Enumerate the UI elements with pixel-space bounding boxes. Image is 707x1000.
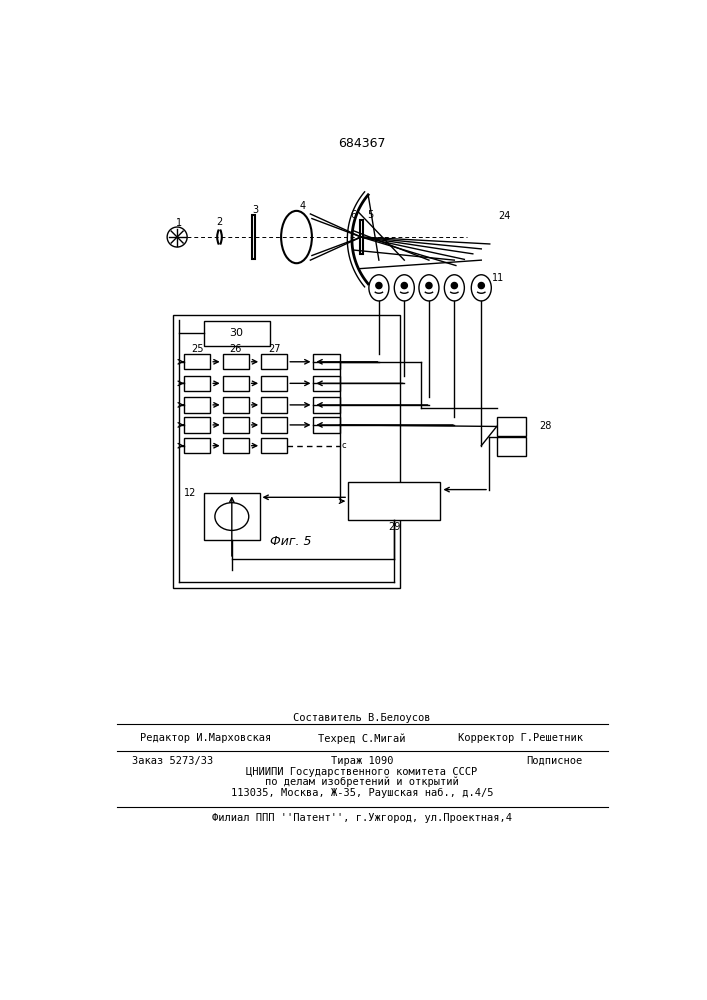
Bar (223, 417, 249, 433)
Bar (313, 354, 339, 369)
Text: 25: 25 (191, 344, 204, 354)
Bar (223, 397, 249, 413)
Bar (173, 315, 400, 588)
Text: 684367: 684367 (338, 137, 386, 150)
Text: 27: 27 (268, 344, 281, 354)
Circle shape (402, 282, 407, 289)
Bar (313, 376, 339, 391)
Bar (348, 482, 440, 520)
Bar (252, 215, 255, 259)
Text: Тираж 1090: Тираж 1090 (331, 756, 393, 766)
Text: 4: 4 (300, 201, 305, 211)
Bar (184, 438, 210, 453)
Bar (223, 438, 249, 453)
Text: по делам изобретений и открытий: по делам изобретений и открытий (265, 777, 459, 787)
Text: Подписное: Подписное (527, 756, 583, 766)
Text: Заказ 5273/33: Заказ 5273/33 (132, 756, 214, 766)
Bar (223, 376, 249, 391)
Bar (261, 438, 287, 453)
Text: 28: 28 (539, 421, 551, 431)
Text: 30: 30 (230, 328, 243, 338)
Bar (497, 437, 526, 456)
Bar (261, 397, 287, 413)
Bar (204, 493, 259, 540)
Circle shape (451, 282, 457, 289)
Text: 113035, Москва, Ж-35, Раушская наб., д.4/5: 113035, Москва, Ж-35, Раушская наб., д.4… (230, 788, 493, 798)
Text: 24: 24 (498, 211, 510, 221)
Text: 5: 5 (368, 210, 373, 220)
Circle shape (478, 282, 484, 289)
Text: 26: 26 (230, 344, 242, 354)
Text: 12: 12 (184, 488, 197, 498)
Bar (223, 354, 249, 369)
Bar (184, 397, 210, 413)
Bar (184, 354, 210, 369)
Text: Филиал ППП ''Патент'', г.Ужгород, ул.Проектная,4: Филиал ППП ''Патент'', г.Ужгород, ул.Про… (212, 813, 512, 823)
Bar (184, 376, 210, 391)
Bar (184, 417, 210, 433)
Text: 1: 1 (175, 218, 182, 228)
Text: c: c (341, 441, 346, 450)
Text: 11: 11 (492, 273, 504, 283)
Circle shape (426, 282, 432, 289)
Text: 6: 6 (351, 210, 356, 220)
Text: 2: 2 (216, 217, 223, 227)
Bar (261, 354, 287, 369)
Text: ЦНИИПИ Государственного комитета СССР: ЦНИИПИ Государственного комитета СССР (246, 767, 477, 777)
Text: 29: 29 (388, 522, 400, 532)
Circle shape (376, 282, 382, 289)
Text: Составитель В.Белоусов: Составитель В.Белоусов (293, 713, 431, 723)
Text: Техред С.Мигай: Техред С.Мигай (318, 733, 406, 744)
Bar (261, 376, 287, 391)
Text: 3: 3 (252, 205, 258, 215)
Bar (360, 220, 363, 254)
Bar (313, 417, 339, 433)
Bar (497, 417, 526, 436)
Text: Фиг. 5: Фиг. 5 (269, 535, 311, 548)
Text: Редактор И.Марховская: Редактор И.Марховская (140, 733, 271, 743)
Bar (204, 321, 269, 346)
Text: Корректор Г.Решетник: Корректор Г.Решетник (458, 733, 583, 743)
Bar (261, 417, 287, 433)
Bar (313, 397, 339, 413)
